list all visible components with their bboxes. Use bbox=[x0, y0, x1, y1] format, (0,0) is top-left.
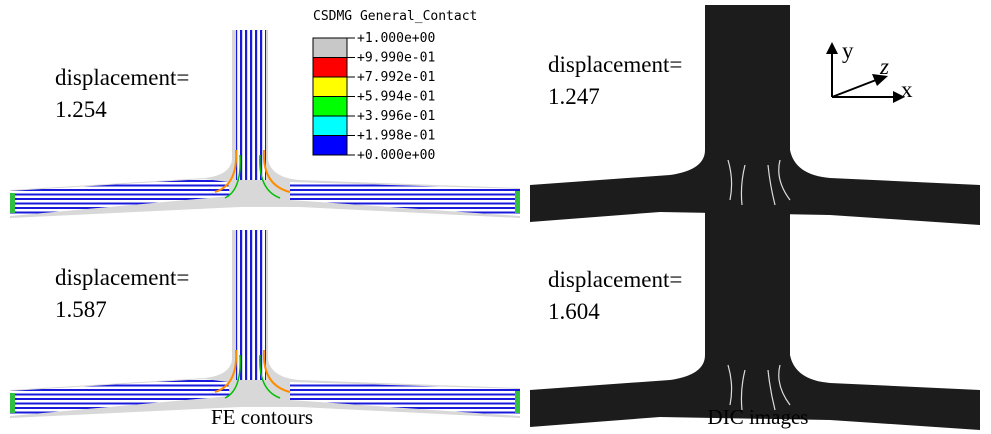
displacement-value: 1.247 bbox=[548, 84, 600, 109]
legend-swatch bbox=[312, 135, 348, 156]
legend-label: +5.994e-01 bbox=[357, 90, 435, 105]
axis-label: x bbox=[901, 77, 913, 102]
legend-swatch bbox=[312, 96, 348, 117]
caption: DIC images bbox=[708, 405, 809, 429]
legend-swatch bbox=[312, 57, 348, 78]
legend-label: +9.990e-01 bbox=[357, 51, 435, 66]
legend-title: CSDMG General_Contact bbox=[313, 9, 477, 24]
legend: +1.000e+00 +9.990e-01 +7.992e-01 +5.994e-01… bbox=[312, 31, 435, 163]
legend-label: +7.992e-01 bbox=[357, 70, 435, 85]
displacement-label: displacement= bbox=[55, 65, 189, 90]
fe-contour-top bbox=[9, 29, 521, 219]
legend-label: +3.996e-01 bbox=[357, 109, 435, 124]
panel-labels: displacement= 1.254 displacement= 1.247 disp… bbox=[55, 52, 682, 324]
displacement-label: displacement= bbox=[548, 52, 682, 77]
axis-icon bbox=[826, 42, 905, 103]
axis-label: z bbox=[879, 54, 889, 79]
fe-contour-bottom bbox=[9, 229, 521, 419]
displacement-label: displacement= bbox=[548, 267, 682, 292]
displacement-value: 1.587 bbox=[55, 297, 107, 322]
legend-swatch bbox=[312, 76, 348, 97]
legend-label: +1.000e+00 bbox=[357, 31, 435, 46]
legend-swatch bbox=[312, 115, 348, 136]
legend-label: +0.000e+00 bbox=[357, 148, 435, 163]
legend-label: +1.998e-01 bbox=[357, 129, 435, 144]
displacement-label: displacement= bbox=[55, 265, 189, 290]
legend-swatch bbox=[312, 37, 348, 58]
axis-label: y bbox=[842, 38, 854, 63]
dic-image-top bbox=[529, 4, 981, 226]
displacement-value: 1.254 bbox=[55, 97, 107, 122]
displacement-value: 1.604 bbox=[548, 299, 600, 324]
caption: FE contours bbox=[211, 405, 313, 429]
